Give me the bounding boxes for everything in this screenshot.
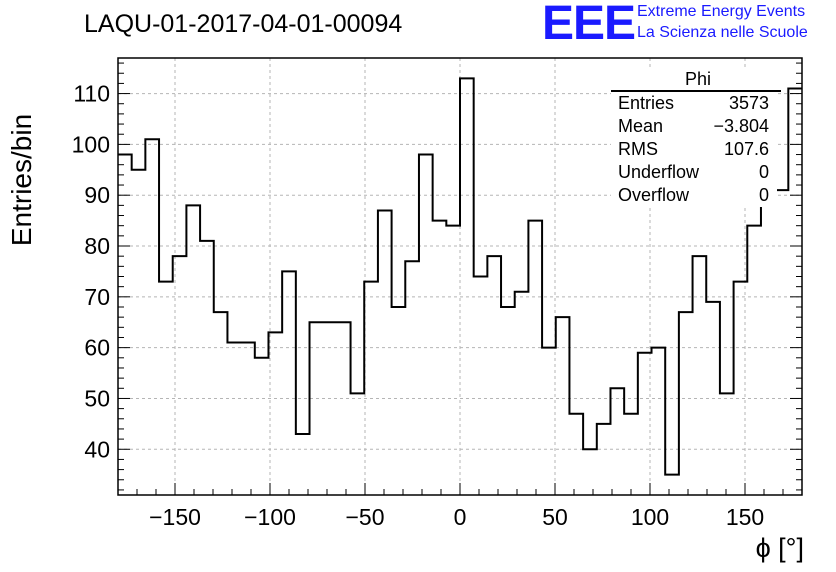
stat-value: 3573 — [728, 93, 769, 113]
histogram-bin — [392, 307, 406, 495]
histogram-bin — [145, 139, 159, 495]
y-tick-label: 60 — [84, 335, 110, 361]
tick-labels: −150 −100 −50 0 50 100 150 40 50 60 70 80 90 100 110 — [72, 81, 765, 530]
histogram-bin — [214, 312, 228, 495]
stat-label: Entries — [618, 93, 675, 113]
stats-title: Phi — [611, 68, 781, 92]
histogram-bin — [227, 343, 241, 495]
chart-title: LAQU-01-2017-04-01-00094 — [84, 10, 403, 38]
histogram-bin — [720, 393, 734, 495]
histogram-bin — [788, 88, 802, 495]
logo-subtitle-1: Extreme Energy Events — [637, 3, 806, 20]
histogram-bin — [296, 434, 310, 495]
y-tick-label: 70 — [84, 284, 110, 310]
y-tick-label: 50 — [84, 385, 110, 411]
y-axis-label: Entries/bin — [6, 113, 37, 247]
histogram-bin — [528, 221, 542, 495]
histogram-bin — [405, 261, 419, 495]
histogram-bin — [173, 256, 187, 495]
histogram-bin — [186, 205, 200, 495]
histogram-bin — [693, 256, 707, 495]
histogram-bin — [556, 317, 570, 495]
histogram-bin — [200, 241, 214, 495]
histogram-bin — [583, 449, 597, 495]
stat-row-underflow: Underflow 0 — [611, 161, 777, 184]
histogram-bin — [241, 343, 255, 495]
histogram-bin — [433, 221, 447, 495]
histogram-bin — [501, 307, 515, 495]
histogram-bin — [460, 78, 474, 495]
histogram-bin — [159, 282, 173, 495]
stat-label: RMS — [618, 139, 658, 159]
histogram-bin — [364, 282, 378, 495]
histogram-bin — [706, 302, 720, 495]
x-tick-label: 100 — [631, 504, 669, 530]
histogram-bin — [638, 353, 652, 495]
y-tick-label: 90 — [84, 182, 110, 208]
stat-row-entries: Entries 3573 — [611, 92, 777, 115]
histogram-bin — [569, 414, 583, 495]
axis-ticks — [117, 62, 803, 495]
histogram-bin — [268, 332, 282, 495]
histogram-bin — [624, 414, 638, 495]
histogram-bin — [474, 277, 488, 496]
histogram-bin — [610, 388, 624, 495]
x-tick-label: −100 — [244, 504, 296, 530]
histogram-bin — [761, 200, 775, 495]
x-tick-label: 0 — [454, 504, 467, 530]
histogram-bin — [323, 322, 337, 495]
stat-row-mean: Mean −3.804 — [611, 115, 777, 138]
logo-subtitle-2: La Scienza nelle Scuole — [637, 24, 808, 41]
histogram-bin — [665, 475, 679, 495]
stat-label: Mean — [618, 116, 664, 136]
y-tick-label: 80 — [84, 233, 110, 259]
histogram-bin — [775, 190, 789, 495]
stats-box: Phi Entries 3573 Mean −3.804 RMS 107.6 U… — [611, 68, 781, 207]
histogram-bin — [515, 292, 529, 495]
stat-row-overflow: Overflow 0 — [611, 184, 777, 207]
x-tick-label: 150 — [726, 504, 764, 530]
x-tick-label: −50 — [345, 504, 384, 530]
stat-label: Overflow — [618, 185, 690, 205]
histogram-bin — [597, 424, 611, 495]
histogram-bin — [282, 271, 296, 495]
stat-row-rms: RMS 107.6 — [611, 138, 777, 161]
histogram-bin — [652, 348, 666, 495]
x-tick-label: 50 — [542, 504, 568, 530]
histogram-bin — [542, 348, 556, 495]
y-tick-label: 110 — [73, 81, 110, 107]
histogram-bin — [132, 170, 146, 495]
y-tick-label: 100 — [72, 131, 110, 157]
y-tick-label: 40 — [84, 436, 110, 462]
stat-label: Underflow — [618, 162, 700, 182]
eee-logo: EEE — [542, 0, 636, 50]
histogram-bin — [378, 210, 392, 495]
histogram-line — [118, 77, 802, 476]
stat-value: 107.6 — [723, 139, 769, 159]
stat-value: 0 — [758, 162, 769, 182]
histogram-bin — [734, 282, 748, 495]
histogram-bin — [446, 226, 460, 495]
x-tick-label: −150 — [149, 504, 201, 530]
histogram-bin — [679, 312, 693, 495]
stat-value: −3.804 — [713, 116, 769, 136]
histogram-bin — [310, 322, 324, 495]
histogram-bin — [337, 322, 351, 495]
histogram-bin — [487, 256, 501, 495]
histogram-bin — [747, 226, 761, 495]
stat-value: 0 — [758, 185, 769, 205]
histogram-bin — [255, 358, 269, 495]
histogram-bin — [419, 155, 433, 495]
histogram-bin — [351, 393, 365, 495]
x-axis-label: ϕ [°] — [755, 533, 804, 563]
